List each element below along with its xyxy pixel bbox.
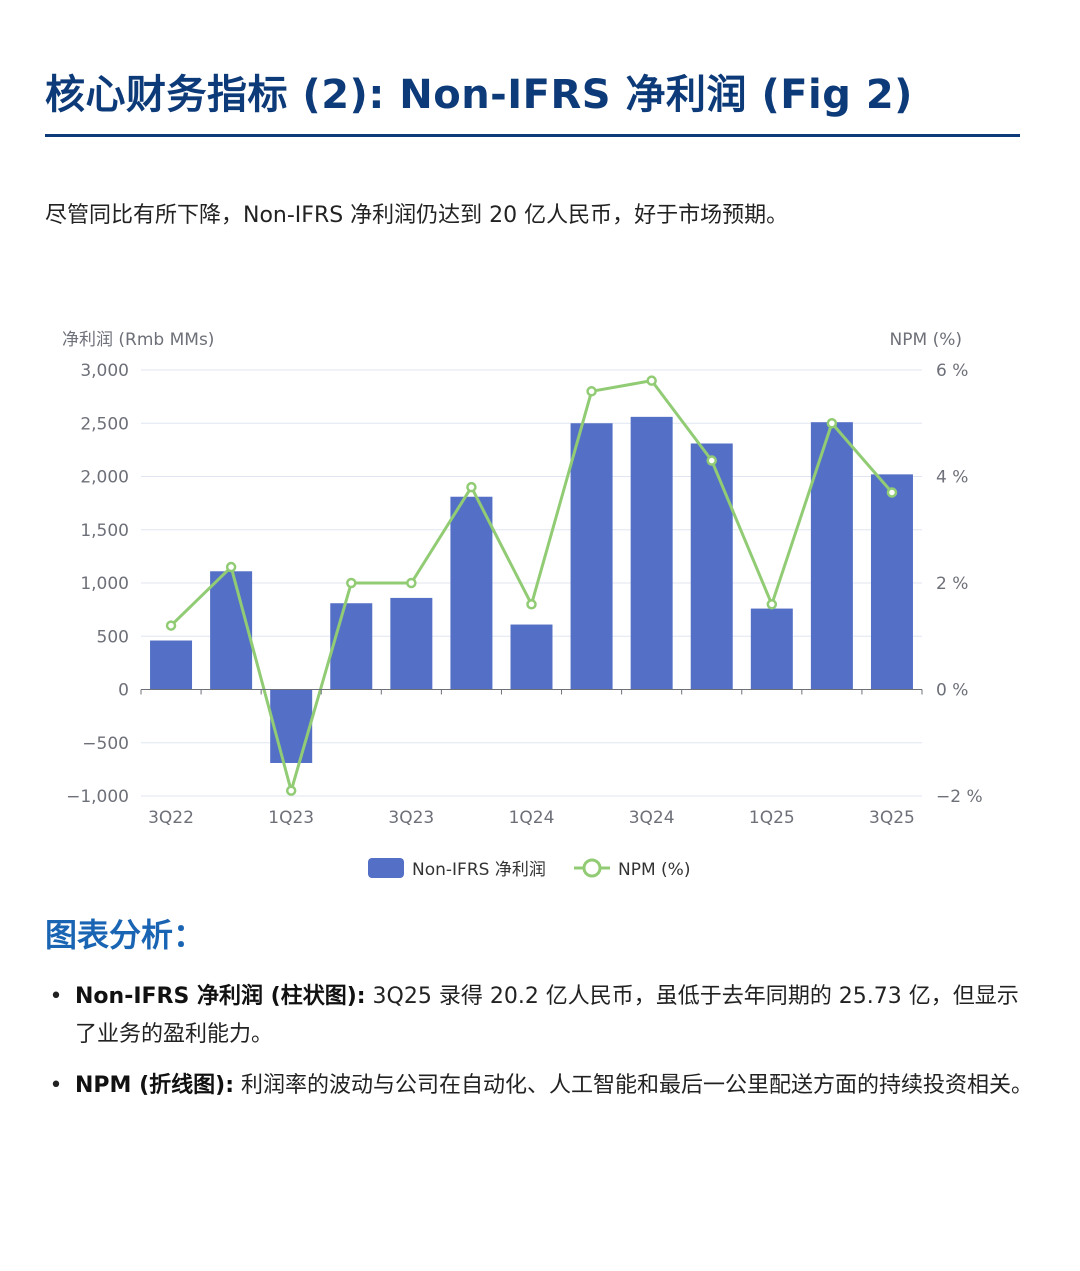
bullet-dot: • bbox=[49, 984, 63, 1009]
y-left-tick-label: −500 bbox=[82, 734, 129, 754]
x-tick-label: 1Q25 bbox=[749, 808, 795, 828]
y-left-tick-label: 2,000 bbox=[80, 468, 129, 488]
npm-point-3Q24 bbox=[646, 375, 657, 386]
y-left-tick-label: −1,000 bbox=[66, 787, 129, 807]
analysis-item-bold: NPM (折线图): bbox=[75, 1073, 234, 1098]
x-tick-label: 3Q23 bbox=[388, 808, 434, 828]
bar-2Q25 bbox=[810, 422, 853, 690]
bar-3Q25 bbox=[870, 474, 913, 690]
bar-4Q24 bbox=[690, 443, 733, 690]
y-right-tick-label: 4 % bbox=[936, 468, 968, 488]
npm-point-4Q24 bbox=[706, 455, 717, 466]
npm-point-2Q25 bbox=[826, 418, 838, 429]
legend[interactable]: Non-IFRS 净利润 NPM (%) bbox=[368, 858, 690, 880]
x-tick-label: 3Q24 bbox=[629, 808, 675, 828]
analysis-item-text: 利润率的波动与公司在自动化、人工智能和最后一公里配送方面的持续投资相关。 bbox=[234, 1073, 1033, 1098]
axes: 净利润 (Rmb MMs) NPM (%) 3,000 2,500 2,000 1,5… bbox=[62, 330, 983, 828]
bar-1Q23 bbox=[270, 689, 313, 763]
bar-3Q22 bbox=[150, 640, 193, 690]
legend-label-bar: Non-IFRS 净利润 bbox=[412, 860, 546, 880]
net-profit-chart: 净利润 (Rmb MMs) NPM (%) 3,000 2,500 2,000 1,5… bbox=[62, 330, 983, 880]
y-right-tick-label: 2 % bbox=[936, 574, 968, 594]
npm-point-1Q23 bbox=[285, 785, 297, 796]
bar-2Q24 bbox=[570, 423, 613, 690]
npm-point-1Q25 bbox=[766, 599, 778, 610]
y-axis-right-title: NPM (%) bbox=[890, 330, 962, 350]
bar-series bbox=[150, 416, 913, 763]
npm-point-1Q24 bbox=[526, 599, 537, 610]
npm-point-4Q23 bbox=[466, 481, 477, 493]
y-left-tick-label: 500 bbox=[97, 627, 129, 647]
analysis-item-bold: Non-IFRS 净利润 (柱状图): bbox=[75, 984, 366, 1009]
line-series bbox=[165, 375, 898, 796]
y-right-tick-label: 6 % bbox=[936, 361, 968, 381]
intro-text: 尽管同比有所下降，Non-IFRS 净利润仍达到 20 亿人民币，好于市场预期。 bbox=[45, 203, 789, 228]
npm-point-3Q23 bbox=[406, 577, 417, 589]
analysis-item: • NPM (折线图): 利润率的波动与公司在自动化、人工智能和最后一公里配送方… bbox=[45, 1067, 1035, 1105]
bar-1Q25 bbox=[750, 608, 793, 690]
npm-point-2Q23 bbox=[346, 577, 357, 589]
x-tick-label: 1Q23 bbox=[268, 808, 314, 828]
bar-3Q23 bbox=[390, 597, 433, 690]
y-left-tick-label: 1,500 bbox=[80, 521, 129, 541]
y-right-tick-label: −2 % bbox=[936, 787, 983, 807]
analysis-item-text: 3Q25 录得 20.2 亿人民币，虽低于去年同期的 25.73 亿，但显示了业… bbox=[75, 984, 1019, 1047]
y-axis-left-title: 净利润 (Rmb MMs) bbox=[62, 330, 214, 350]
bar-4Q22 bbox=[210, 571, 253, 690]
npm-point-3Q22 bbox=[165, 620, 177, 631]
bullet-dot: • bbox=[49, 1073, 63, 1098]
legend-bar-swatch bbox=[368, 858, 404, 878]
y-left-tick-label: 3,000 bbox=[80, 361, 129, 381]
title-divider bbox=[45, 134, 1020, 137]
npm-point-3Q25 bbox=[886, 487, 898, 498]
analysis-item: • Non-IFRS 净利润 (柱状图): 3Q25 录得 20.2 亿人民币，… bbox=[45, 978, 1035, 1054]
bar-1Q24 bbox=[510, 624, 553, 690]
bar-3Q24 bbox=[630, 416, 673, 690]
legend-label-line: NPM (%) bbox=[618, 860, 690, 880]
y-left-tick-label: 2,500 bbox=[80, 414, 129, 434]
grid-lines bbox=[141, 369, 922, 797]
bar-2Q23 bbox=[330, 603, 373, 690]
x-tick-label: 1Q24 bbox=[509, 808, 555, 828]
bar-4Q23 bbox=[450, 496, 493, 690]
x-tick-label: 3Q22 bbox=[148, 808, 194, 828]
page-title: 核心财务指标 (2): Non-IFRS 净利润 (Fig 2) bbox=[45, 72, 913, 118]
x-tick-label: 3Q25 bbox=[869, 808, 915, 828]
analysis-title: 图表分析： bbox=[45, 916, 206, 954]
npm-point-4Q22 bbox=[225, 561, 237, 573]
y-right-tick-label: 0 % bbox=[936, 681, 968, 701]
legend-line-marker bbox=[582, 858, 602, 878]
npm-point-2Q24 bbox=[586, 386, 597, 397]
y-left-tick-label: 1,000 bbox=[80, 574, 129, 594]
y-left-tick-label: 0 bbox=[118, 681, 129, 701]
